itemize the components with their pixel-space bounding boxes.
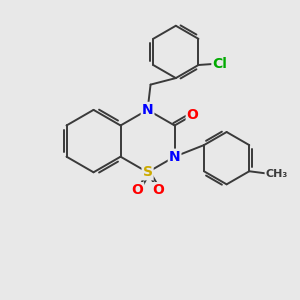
Text: N: N bbox=[169, 150, 180, 164]
Text: O: O bbox=[187, 108, 199, 122]
Text: Cl: Cl bbox=[212, 56, 227, 70]
Text: S: S bbox=[142, 165, 153, 179]
Text: O: O bbox=[131, 183, 143, 197]
Text: O: O bbox=[152, 183, 164, 197]
Text: N: N bbox=[142, 103, 153, 117]
Text: CH₃: CH₃ bbox=[266, 169, 288, 178]
